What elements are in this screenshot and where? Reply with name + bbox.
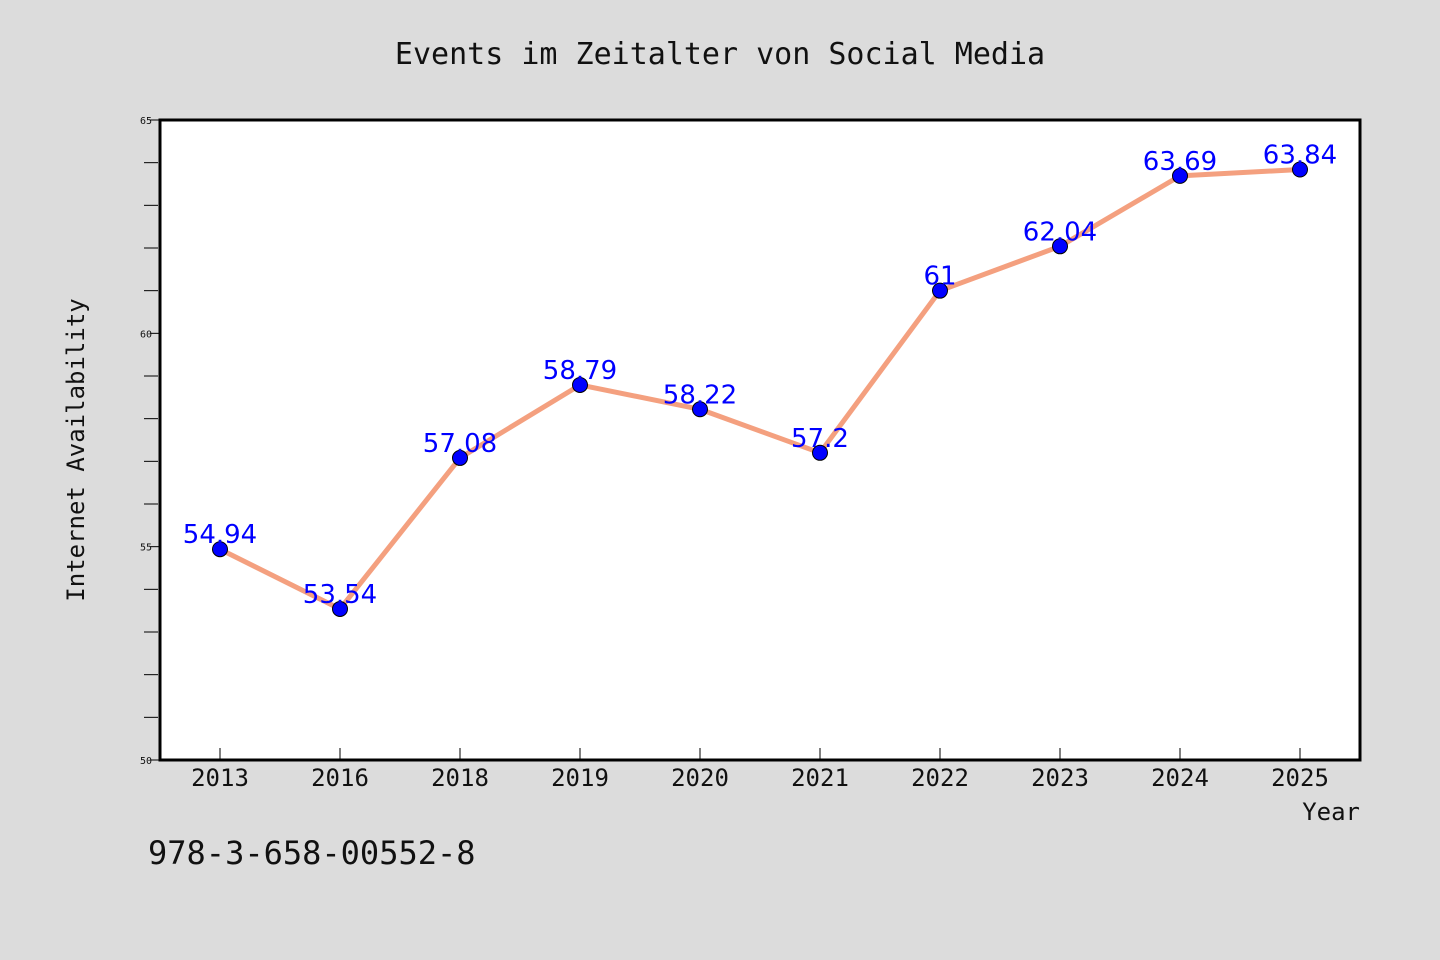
isbn-footer: 978-3-658-00552-8 [148, 834, 476, 872]
x-tick-label: 2024 [1151, 764, 1209, 792]
data-label: 58.22 [663, 380, 737, 410]
data-point-marker [1172, 167, 1188, 184]
data-point-marker [452, 449, 468, 466]
data-point-marker [1052, 238, 1068, 255]
x-tick-label: 2025 [1271, 764, 1329, 792]
data-labels-group: 54.94 53.54 57.08 58.79 58.22 57.2 61 62.04 63.6… [183, 140, 1337, 609]
y-axis-title: Internet Availability [62, 298, 90, 601]
data-point-marker [332, 600, 348, 617]
data-label: 54.94 [183, 520, 257, 550]
x-tick-label: 2019 [551, 764, 609, 792]
data-label: 57.2 [791, 424, 849, 454]
series-group [217, 166, 1303, 612]
data-point-marker [812, 444, 828, 461]
data-point-marker [212, 541, 228, 558]
x-tick-label: 2013 [191, 764, 249, 792]
x-tick-label: 2016 [311, 764, 369, 792]
data-label: 63.84 [1263, 140, 1337, 170]
x-tick-label: 2023 [1031, 764, 1089, 792]
x-tick-label: 2022 [911, 764, 969, 792]
x-tick-label: 2021 [791, 764, 849, 792]
x-tick-label: 2018 [431, 764, 489, 792]
chart-title: Events im Zeitalter von Social Media [395, 37, 1045, 72]
data-label: 61 [923, 262, 956, 292]
x-axis-title: Year [1302, 798, 1360, 826]
data-point-marker [692, 401, 708, 418]
y-tick-label: 60 [140, 329, 152, 340]
y-tick-label: 65 [140, 116, 152, 127]
series-line [217, 166, 1303, 612]
plot-area [158, 118, 1362, 762]
data-label: 57.08 [423, 429, 497, 459]
x-axis: 2013 2016 2018 2019 2020 2021 2022 2023 2024 2025 [191, 748, 1329, 792]
data-label: 63.69 [1143, 147, 1217, 177]
markers-group [212, 161, 1308, 617]
data-point-marker [1292, 161, 1308, 178]
y-axis: 50 55 60 65 [140, 116, 160, 767]
x-tick-label: 2020 [671, 764, 729, 792]
data-point-marker [572, 376, 588, 393]
data-label: 53.54 [303, 580, 377, 610]
y-tick-label: 50 [140, 756, 152, 767]
data-label: 62.04 [1023, 217, 1097, 247]
y-tick-label: 55 [140, 543, 152, 554]
data-point-marker [932, 282, 948, 299]
data-label: 58.79 [543, 356, 617, 386]
